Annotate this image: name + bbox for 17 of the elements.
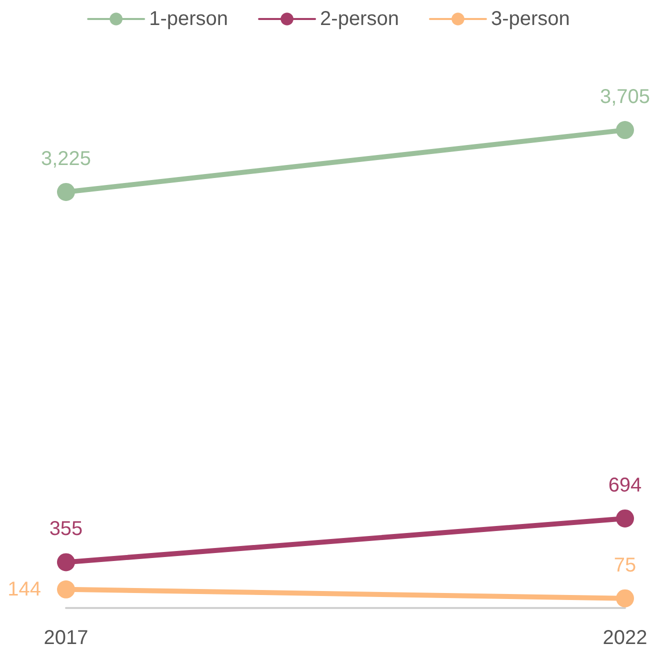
legend-label: 2-person bbox=[320, 8, 399, 30]
point bbox=[616, 589, 634, 608]
point bbox=[616, 121, 634, 140]
data-label: 355 bbox=[49, 518, 83, 540]
data-label: 3,225 bbox=[40, 148, 92, 170]
point bbox=[57, 580, 75, 598]
data-label: 3,705 bbox=[600, 86, 650, 108]
point bbox=[57, 553, 75, 572]
legend-label: 1-person bbox=[149, 8, 228, 30]
data-label: 75 bbox=[614, 554, 636, 576]
point bbox=[616, 509, 634, 528]
point bbox=[57, 182, 75, 201]
data-label: 144 bbox=[8, 578, 41, 600]
data-label: 694 bbox=[608, 474, 642, 496]
x-tick-label: 2022 bbox=[602, 627, 648, 649]
x-tick-label: 2017 bbox=[44, 627, 88, 649]
legend-label: 3-person bbox=[490, 8, 570, 30]
